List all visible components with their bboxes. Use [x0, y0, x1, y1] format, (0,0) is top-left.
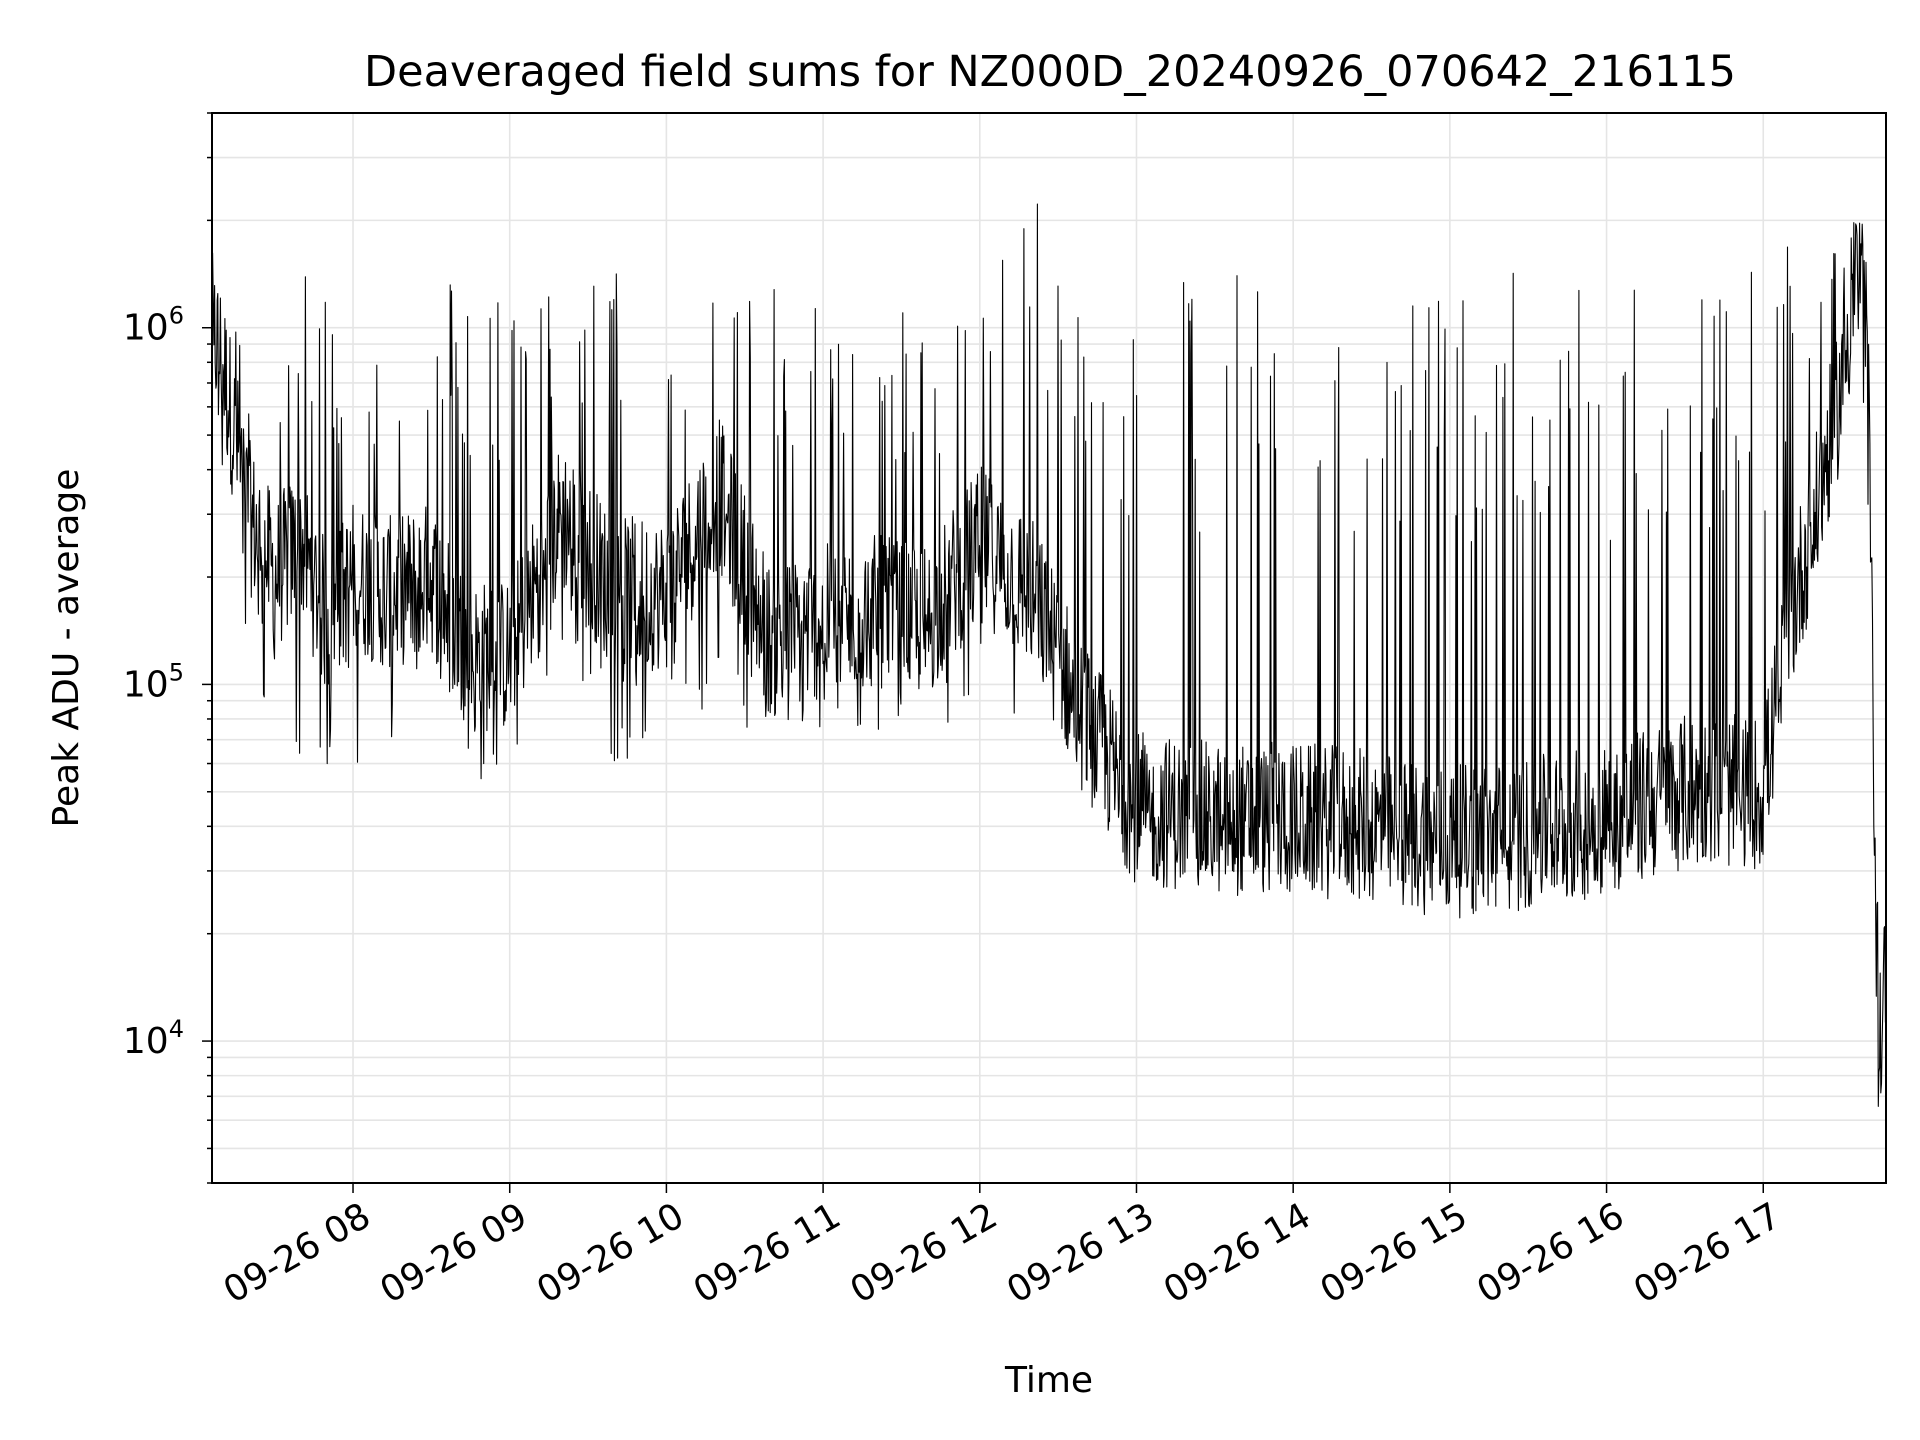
y-tick-label: 104 [123, 1015, 184, 1062]
series-line [211, 203, 1887, 1107]
y-tick-label: 105 [123, 658, 184, 705]
y-tick-label: 106 [123, 302, 184, 349]
chart-title: Deaveraged field sums for NZ000D_2024092… [364, 47, 1736, 97]
data-line [211, 203, 1887, 1107]
y-axis: 104 105 106 [123, 112, 212, 1184]
plot-frame [211, 112, 1887, 1184]
y-axis-label: Peak ADU - average [46, 469, 87, 828]
x-axis-label: Time [1004, 1360, 1093, 1401]
